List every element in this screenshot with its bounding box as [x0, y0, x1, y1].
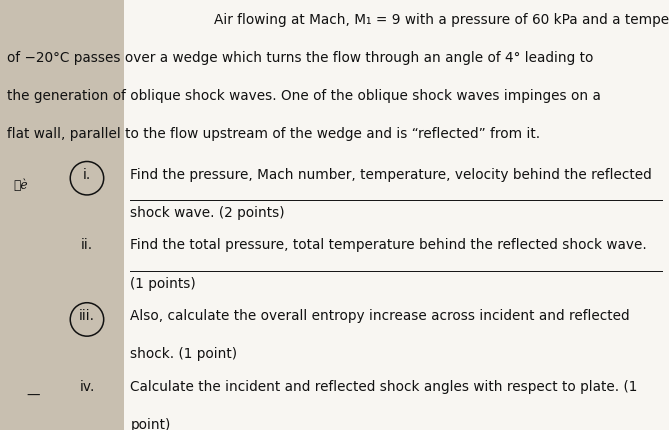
FancyBboxPatch shape — [124, 0, 669, 430]
Text: shock wave. (2 points): shock wave. (2 points) — [130, 206, 285, 219]
Text: —: — — [27, 388, 40, 402]
Text: Air flowing at Mach, M₁ = 9 with a pressure of 60 kPa and a temperature: Air flowing at Mach, M₁ = 9 with a press… — [214, 13, 669, 27]
Text: iv.: iv. — [80, 379, 94, 393]
Text: Find the pressure, Mach number, temperature, velocity behind the reflected: Find the pressure, Mach number, temperat… — [130, 167, 652, 181]
Text: Calculate the incident and reflected shock angles with respect to plate. (1: Calculate the incident and reflected sho… — [130, 379, 638, 393]
Text: ii.: ii. — [81, 238, 93, 252]
Text: of −20°C passes over a wedge which turns the flow through an angle of 4° leading: of −20°C passes over a wedge which turns… — [7, 51, 593, 65]
Text: Also, calculate the overall entropy increase across incident and reflected: Also, calculate the overall entropy incr… — [130, 308, 630, 322]
Text: shock. (1 point): shock. (1 point) — [130, 346, 237, 360]
Text: the generation of oblique shock waves. One of the oblique shock waves impinges o: the generation of oblique shock waves. O… — [7, 89, 601, 103]
Text: iii.: iii. — [79, 308, 95, 322]
Text: point): point) — [130, 417, 171, 430]
Text: (1 points): (1 points) — [130, 276, 196, 290]
Text: Find the total pressure, total temperature behind the reflected shock wave.: Find the total pressure, total temperatu… — [130, 238, 647, 252]
Text: ℓè: ℓè — [13, 179, 28, 192]
Text: flat wall, parallel to the flow upstream of the wedge and is “reflected” from it: flat wall, parallel to the flow upstream… — [7, 127, 540, 141]
Text: i.: i. — [83, 167, 91, 181]
